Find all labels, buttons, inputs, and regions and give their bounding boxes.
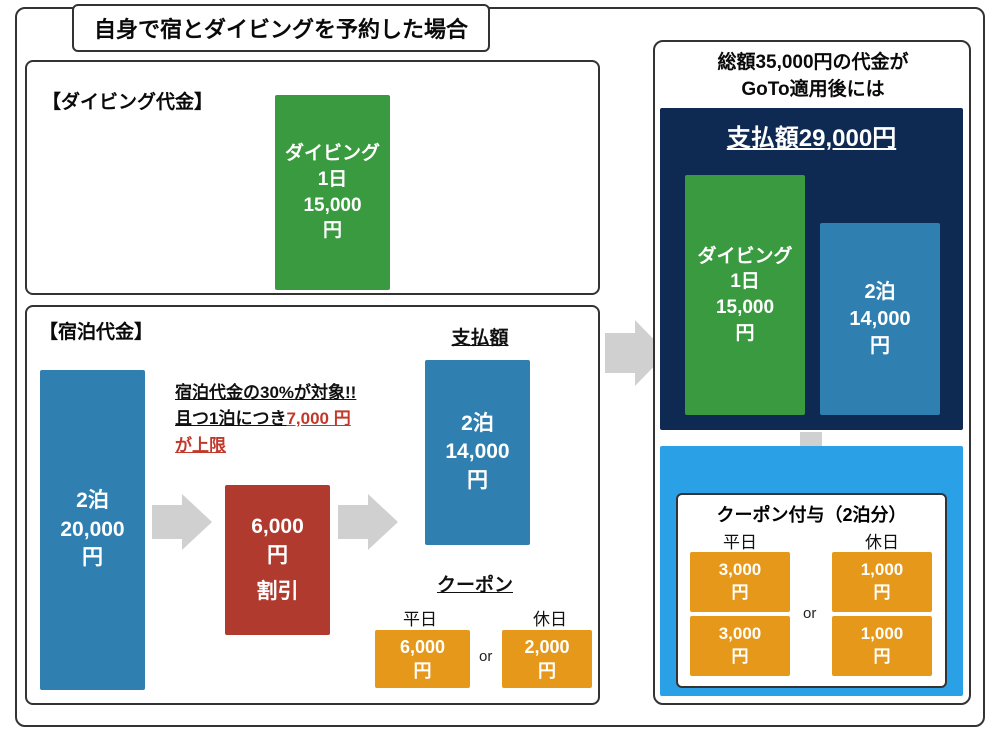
note-l2r: 7,000 円 [286, 409, 350, 428]
wk-box1: 3,000 円 [690, 552, 790, 612]
main-arrow-body [605, 333, 635, 373]
pay-l3: 円 [467, 467, 488, 495]
sd-l1: ダイビング [697, 244, 792, 270]
diving-label: 【ダイビング代金】 [42, 87, 213, 114]
cw-l2: 円 [414, 659, 432, 683]
summary-header: 総額35,000円の代金が GoTo適用後には [665, 50, 961, 103]
arrow-1-head [182, 494, 212, 550]
diving-box-l4: 円 [323, 218, 342, 244]
pay-label: 支払額 [430, 323, 530, 350]
ch-l1: 2,000 [524, 635, 569, 659]
sd-l3: 15,000 [716, 295, 774, 321]
hl-box2: 1,000 円 [832, 616, 932, 676]
note-l1: 宿泊代金の30%が対象!! [175, 383, 356, 402]
cw-l1: 6,000 [400, 635, 445, 659]
coupon-title: クーポン付与（2泊分） [678, 501, 945, 527]
pay-l2: 14,000 [445, 438, 509, 466]
wk2-l1: 3,000 [719, 623, 762, 646]
pay-l1: 2泊 [461, 410, 494, 438]
coupon-holiday-box: 2,000 円 [502, 630, 592, 688]
discount-l3: 割引 [257, 578, 299, 606]
lodging-base-l3: 円 [82, 544, 103, 572]
lodging-note: 宿泊代金の30%が対象!! 且つ1泊につき7,000 円 が上限 [175, 380, 425, 459]
hl2-l1: 1,000 [861, 623, 904, 646]
holiday-label-right: 休日 [832, 528, 932, 553]
sl-l3: 円 [870, 333, 890, 360]
pay-box: 2泊 14,000 円 [425, 360, 530, 545]
sl-l2: 14,000 [849, 306, 910, 333]
summary-pay-title: 支払額29,000円 [660, 118, 963, 153]
weekday-label-right: 平日 [690, 528, 790, 553]
note-l2a: 且つ1泊につき [175, 409, 286, 428]
wk2-l2: 円 [732, 646, 749, 669]
summary-h2: GoTo適用後には [741, 79, 884, 100]
hl2-l2: 円 [874, 646, 891, 669]
coupon-weekday-box: 6,000 円 [375, 630, 470, 688]
sd-l4: 円 [735, 321, 754, 347]
lodging-base-l1: 2泊 [76, 487, 109, 515]
wk1-l1: 3,000 [719, 559, 762, 582]
arrow-2-body [338, 505, 368, 539]
hl1-l1: 1,000 [861, 559, 904, 582]
lodging-label: 【宿泊代金】 [39, 317, 153, 344]
wk-box2: 3,000 円 [690, 616, 790, 676]
note-l3: が上限 [175, 436, 226, 455]
ch-l2: 円 [538, 659, 556, 683]
or-left: or [479, 648, 492, 665]
summary-h1: 総額35,000円の代金が [717, 52, 908, 73]
diving-box-l3: 15,000 [303, 193, 361, 219]
holiday-label-left: 休日 [510, 605, 590, 630]
wk1-l2: 円 [732, 582, 749, 605]
summary-lodging-box: 2泊 14,000 円 [820, 223, 940, 415]
discount-l2: 円 [267, 542, 288, 570]
sd-l2: 1日 [730, 269, 760, 295]
or-right: or [803, 605, 816, 622]
hl-box1: 1,000 円 [832, 552, 932, 612]
weekday-label-left: 平日 [380, 605, 460, 630]
sl-l1: 2泊 [864, 279, 895, 306]
discount-l1: 6,000 [251, 513, 304, 541]
lodging-base-l2: 20,000 [60, 516, 124, 544]
page-title: 自身で宿とダイビングを予約した場合 [72, 4, 490, 52]
coupon-label: クーポン [420, 570, 530, 597]
diving-box-l1: ダイビング [285, 141, 380, 167]
summary-diving-box: ダイビング 1日 15,000 円 [685, 175, 805, 415]
diving-price-box: ダイビング 1日 15,000 円 [275, 95, 390, 290]
diving-box-l2: 1日 [318, 167, 348, 193]
lodging-base-box: 2泊 20,000 円 [40, 370, 145, 690]
hl1-l2: 円 [874, 582, 891, 605]
discount-box: 6,000 円 割引 [225, 485, 330, 635]
arrow-1-body [152, 505, 182, 539]
arrow-2-head [368, 494, 398, 550]
